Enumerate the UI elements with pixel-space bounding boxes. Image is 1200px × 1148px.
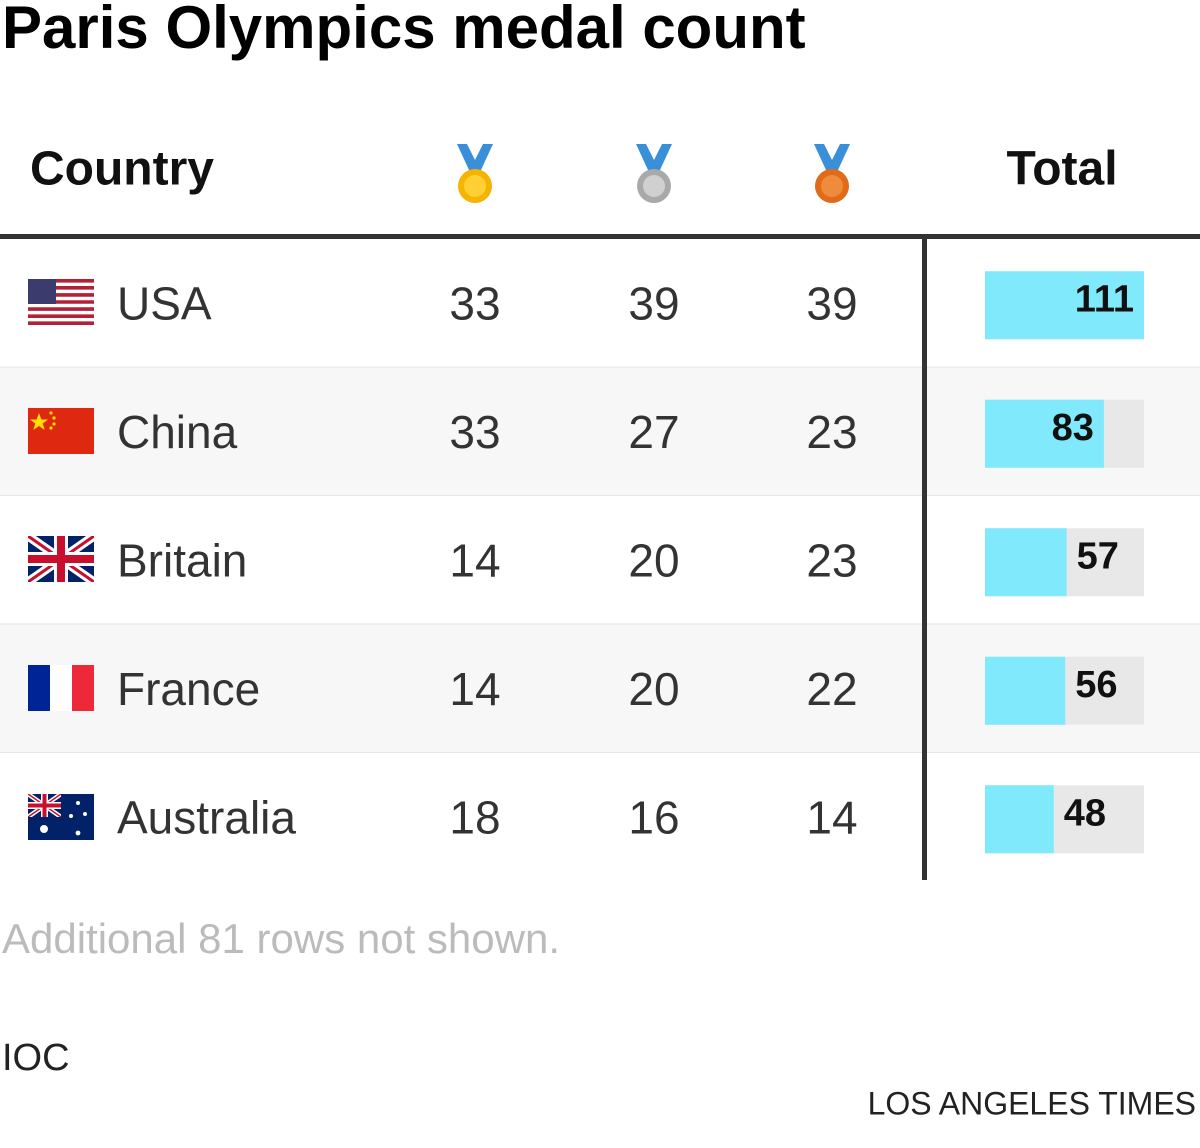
country-name: France xyxy=(117,663,260,715)
medal-count: 14 xyxy=(449,534,500,586)
medal-count: 33 xyxy=(449,406,500,458)
flags xyxy=(28,279,94,840)
header-rule xyxy=(0,234,1200,239)
medal-count: 27 xyxy=(628,406,679,458)
medal-count: 20 xyxy=(628,663,679,715)
medal-count: 33 xyxy=(449,277,500,329)
medal-count: 18 xyxy=(449,791,500,843)
total-bar xyxy=(985,399,1104,468)
medal-count: 39 xyxy=(806,277,857,329)
medal-count: 22 xyxy=(806,663,857,715)
country-name: Britain xyxy=(117,534,247,586)
medal-count: 39 xyxy=(628,277,679,329)
total-label: 48 xyxy=(1064,792,1106,834)
medal-count: 16 xyxy=(628,791,679,843)
total-bar xyxy=(985,271,1144,340)
flag-usa xyxy=(28,279,94,325)
gold-medal-icon xyxy=(457,144,493,203)
medal-count: 14 xyxy=(806,791,857,843)
total-bar xyxy=(985,656,1066,725)
total-bar xyxy=(985,528,1067,597)
total-label: 83 xyxy=(1052,407,1094,449)
flag-china xyxy=(28,408,94,454)
medal-count: 23 xyxy=(806,406,857,458)
credit: LOS ANGELES TIMES xyxy=(868,1085,1196,1121)
flag-britain xyxy=(28,536,94,582)
country-name: Australia xyxy=(117,791,296,843)
source: IOC xyxy=(2,1037,70,1079)
title: Paris Olympics medal count xyxy=(2,0,806,61)
medal-count: 23 xyxy=(806,534,857,586)
column-divider xyxy=(922,239,927,880)
bronze-medal-icon xyxy=(814,144,850,203)
note: Additional 81 rows not shown. xyxy=(2,915,560,962)
country-name: USA xyxy=(117,277,212,329)
medal-count: 20 xyxy=(628,534,679,586)
total-label: 56 xyxy=(1075,664,1117,706)
flag-france xyxy=(28,665,94,711)
medal-count: 14 xyxy=(449,663,500,715)
total-label: 57 xyxy=(1077,535,1119,577)
table-body: USA 33 39 39 111 China 33 27 23 83 Britain 14 20 23 57… xyxy=(0,239,1200,882)
total-bar xyxy=(985,785,1054,854)
column-header: Total xyxy=(1006,143,1117,196)
total-label: 111 xyxy=(1075,278,1134,320)
country-name: China xyxy=(117,406,238,458)
column-header: Country xyxy=(30,143,214,196)
flag-australia xyxy=(28,794,94,840)
silver-medal-icon xyxy=(636,144,672,203)
